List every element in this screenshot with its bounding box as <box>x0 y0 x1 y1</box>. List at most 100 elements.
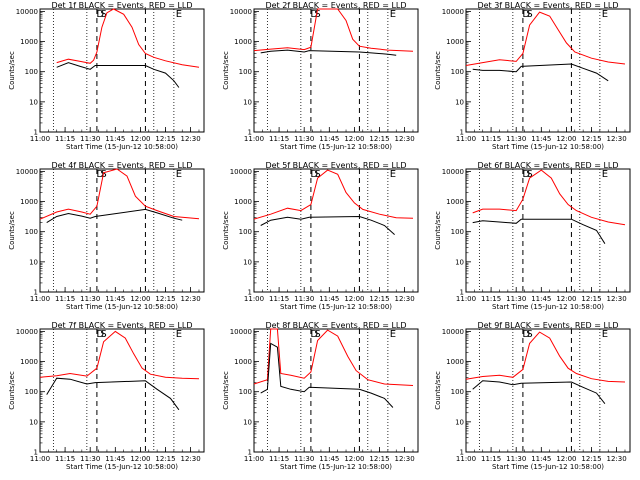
y-tick-label: 10 <box>243 98 252 106</box>
y-tick-label: 100 <box>239 68 252 76</box>
x-tick-label: 12:15 <box>155 135 175 143</box>
detector-panel-4: Det 4f BLACK = Events, RED = LLD 1 10 100 10… <box>8 161 205 311</box>
x-tick-label: 12:15 <box>581 135 601 143</box>
y-tick-label: 10 <box>29 258 38 266</box>
lld-series-line <box>253 328 414 386</box>
y-tick-label: 10 <box>243 258 252 266</box>
panel-title: Det 1f BLACK = Events, RED = LLD <box>51 1 192 10</box>
state-marker: E <box>602 329 608 340</box>
state-marker: D <box>310 169 318 180</box>
x-tick-label: 11:00 <box>456 455 476 463</box>
x-axis-label: Start Time (15-Jun-12 10:58:00) <box>280 303 392 311</box>
y-axis-label: Counts/sec <box>8 211 16 250</box>
lld-series-line <box>39 168 200 220</box>
state-marker: S <box>100 329 106 340</box>
x-axis-label: Start Time (15-Jun-12 10:58:00) <box>66 463 178 471</box>
y-axis-label: Counts/sec <box>434 51 442 90</box>
x-tick-label: 12:30 <box>395 135 415 143</box>
y-tick-label: 1 <box>34 289 38 297</box>
y-tick-label: 10000 <box>442 168 464 176</box>
y-tick-label: 10000 <box>16 168 38 176</box>
y-axis-label: Counts/sec <box>222 211 230 250</box>
lld-series-line <box>39 330 200 380</box>
x-tick-label: 11:15 <box>55 455 75 463</box>
y-tick-label: 1 <box>460 449 464 457</box>
y-axis-label: Counts/sec <box>434 371 442 410</box>
x-tick-label: 11:15 <box>481 135 501 143</box>
x-tick-label: 11:00 <box>244 135 264 143</box>
x-tick-label: 12:30 <box>181 135 201 143</box>
x-tick-label: 11:30 <box>294 455 314 463</box>
y-tick-label: 100 <box>25 388 38 396</box>
state-marker: D <box>96 329 104 340</box>
detector-panel-8: Det 8f BLACK = Events, RED = LLD 1 10 100 10… <box>222 321 419 471</box>
x-tick-label: 12:00 <box>556 135 576 143</box>
lld-series-line <box>253 169 414 220</box>
y-tick-label: 1000 <box>446 198 464 206</box>
y-axis-label: Counts/sec <box>8 371 16 410</box>
y-axis-label: Counts/sec <box>222 371 230 410</box>
x-tick-label: 12:00 <box>556 455 576 463</box>
x-tick-label: 12:30 <box>395 295 415 303</box>
x-tick-label: 12:00 <box>556 295 576 303</box>
state-marker: E <box>602 9 608 20</box>
state-marker: D <box>522 9 530 20</box>
x-tick-label: 12:15 <box>369 135 389 143</box>
state-marker: D <box>310 9 318 20</box>
state-marker: S <box>526 9 532 20</box>
state-marker: S <box>100 9 106 20</box>
y-tick-label: 10 <box>455 418 464 426</box>
y-tick-label: 10000 <box>230 168 252 176</box>
panel-title: Det 9f BLACK = Events, RED = LLD <box>477 321 618 330</box>
x-tick-label: 11:45 <box>319 135 339 143</box>
y-tick-label: 1 <box>248 129 252 137</box>
lld-series-line <box>472 169 626 226</box>
panel-title: Det 6f BLACK = Events, RED = LLD <box>477 161 618 170</box>
x-tick-label: 11:00 <box>244 455 264 463</box>
x-tick-label: 12:00 <box>344 455 364 463</box>
x-axis-label: Start Time (15-Jun-12 10:58:00) <box>280 463 392 471</box>
state-marker: D <box>522 329 530 340</box>
detector-panel-2: Det 2f BLACK = Events, RED = LLD 1 10 100 10… <box>222 1 419 151</box>
state-marker: D <box>96 9 104 20</box>
state-marker: E <box>176 9 182 20</box>
state-marker: S <box>314 169 320 180</box>
y-tick-label: 1 <box>248 449 252 457</box>
x-tick-label: 11:00 <box>30 135 50 143</box>
x-tick-label: 11:00 <box>30 455 50 463</box>
x-tick-label: 11:15 <box>269 135 289 143</box>
y-tick-label: 10 <box>455 258 464 266</box>
events-series-line <box>46 377 180 411</box>
x-axis-label: Start Time (15-Jun-12 10:58:00) <box>66 143 178 151</box>
panel-title: Det 2f BLACK = Events, RED = LLD <box>265 1 406 10</box>
x-tick-label: 11:15 <box>481 295 501 303</box>
y-tick-label: 1000 <box>446 358 464 366</box>
x-tick-label: 12:30 <box>395 455 415 463</box>
y-tick-label: 1000 <box>20 198 38 206</box>
x-tick-label: 12:30 <box>607 295 627 303</box>
detector-panel-1: Det 1f BLACK = Events, RED = LLD 1 10 100 10… <box>8 1 205 151</box>
y-tick-label: 1000 <box>20 358 38 366</box>
state-marker: S <box>526 169 532 180</box>
x-tick-label: 12:00 <box>130 455 150 463</box>
x-tick-label: 12:15 <box>369 295 389 303</box>
y-tick-label: 100 <box>451 388 464 396</box>
state-marker: E <box>390 329 396 340</box>
y-tick-label: 10000 <box>442 328 464 336</box>
x-tick-label: 11:45 <box>105 135 125 143</box>
x-tick-label: 11:30 <box>294 135 314 143</box>
x-tick-label: 12:15 <box>155 455 175 463</box>
events-series-line <box>260 215 395 235</box>
x-tick-label: 11:15 <box>55 295 75 303</box>
x-axis-label: Start Time (15-Jun-12 10:58:00) <box>66 303 178 311</box>
detector-panel-3: Det 3f BLACK = Events, RED = LLD 1 10 100 10… <box>434 1 631 151</box>
panel-title: Det 4f BLACK = Events, RED = LLD <box>51 161 192 170</box>
panel-title: Det 7f BLACK = Events, RED = LLD <box>51 321 192 330</box>
x-tick-label: 11:15 <box>481 455 501 463</box>
y-tick-label: 10 <box>29 98 38 106</box>
y-tick-label: 10000 <box>442 8 464 16</box>
events-series-line <box>260 49 397 56</box>
state-marker: E <box>602 169 608 180</box>
x-tick-label: 11:45 <box>105 455 125 463</box>
panel-title: Det 3f BLACK = Events, RED = LLD <box>477 1 618 10</box>
